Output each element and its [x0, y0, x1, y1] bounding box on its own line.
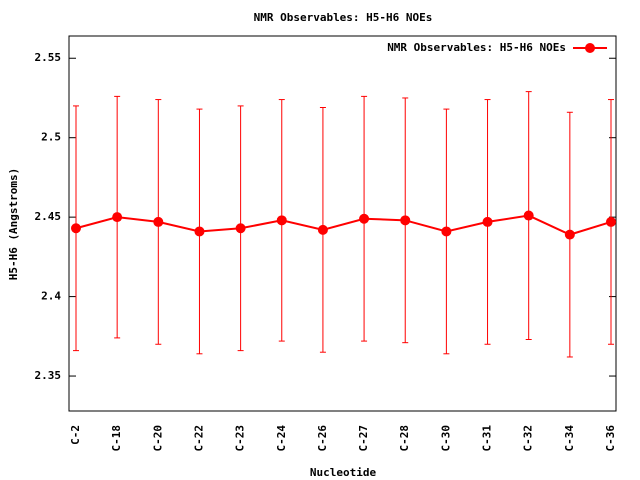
x-tick-label: C-26 — [316, 425, 329, 452]
data-point — [71, 223, 81, 234]
data-point — [359, 213, 370, 224]
x-tick-label: C-32 — [522, 425, 535, 452]
x-tick-label: C-34 — [563, 425, 576, 452]
data-line — [75, 214, 612, 236]
data-point — [523, 210, 534, 221]
legend-marker — [585, 43, 595, 53]
y-tick-label: 2.45 — [35, 210, 62, 223]
data-point — [153, 216, 164, 227]
data-point — [194, 226, 205, 237]
x-tick-label: C-22 — [192, 425, 205, 452]
x-tick-label: C-20 — [151, 425, 164, 452]
data-point — [606, 216, 616, 227]
x-tick-label: C-18 — [110, 425, 123, 452]
x-tick-label: C-24 — [275, 425, 288, 452]
data-point — [112, 212, 123, 223]
data-point — [564, 229, 575, 240]
data-point — [441, 226, 452, 237]
data-point — [276, 215, 287, 226]
x-tick-label: C-27 — [357, 425, 370, 452]
data-point — [400, 215, 411, 226]
plot-frame — [68, 35, 617, 412]
y-tick-label: 2.35 — [35, 369, 62, 382]
legend-label: NMR Observables: H5-H6 NOEs — [387, 41, 566, 54]
x-axis-label: Nucleotide — [310, 466, 377, 479]
data-point — [482, 216, 493, 227]
data-point — [235, 223, 246, 234]
x-tick-label: C-36 — [604, 425, 617, 452]
chart-title: NMR Observables: H5-H6 NOEs — [254, 11, 433, 24]
y-tick-label: 2.4 — [41, 290, 61, 303]
y-tick-label: 2.5 — [41, 131, 61, 144]
x-tick-label: C-30 — [439, 425, 452, 452]
y-axis-label: H5-H6 (Angstroms) — [7, 168, 20, 281]
y-tick-label: 2.55 — [35, 51, 62, 64]
x-tick-label: C-23 — [234, 425, 247, 452]
data-point — [317, 224, 328, 235]
x-tick-label: C-31 — [481, 425, 494, 452]
x-tick-label: C-2 — [69, 425, 82, 445]
x-tick-label: C-28 — [398, 425, 411, 452]
